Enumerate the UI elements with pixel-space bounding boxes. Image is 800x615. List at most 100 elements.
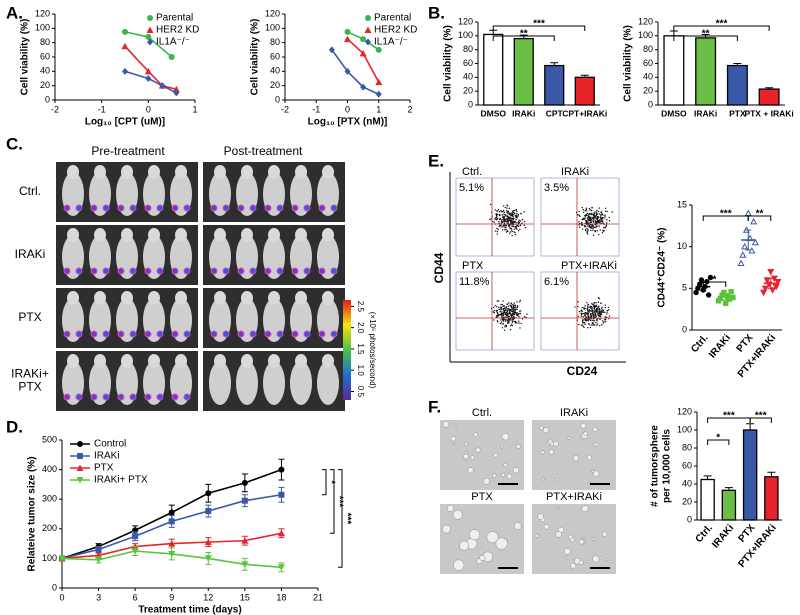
event-dot (583, 312, 585, 315)
event-dot (494, 218, 496, 220)
event-dot (504, 316, 506, 318)
event-dot (514, 212, 516, 215)
mouse (241, 228, 253, 242)
tumor-signal (210, 204, 218, 212)
event-dot (596, 324, 598, 326)
event-dot (597, 313, 600, 315)
event-dot (601, 213, 603, 215)
event-dot (596, 225, 599, 227)
event-dot (586, 307, 589, 309)
tumorsphere (483, 477, 490, 485)
tumor-signal (318, 204, 326, 212)
marker (145, 75, 152, 82)
significance-label: *** (755, 411, 767, 422)
event-dot (501, 211, 503, 213)
bar (663, 35, 685, 106)
bar (544, 64, 565, 106)
event-dot (591, 224, 594, 226)
event-dot (518, 312, 520, 315)
x-tick-label: 18 (276, 592, 286, 602)
event-dot (501, 327, 504, 329)
event-dot (505, 316, 508, 318)
x-tick-label: -2 (51, 104, 59, 114)
marker (168, 54, 175, 60)
event-dot (515, 209, 518, 211)
event-dot (523, 316, 526, 318)
event-dot (502, 308, 505, 310)
event-dot (587, 320, 590, 322)
panel-label: F. (428, 397, 441, 416)
event-dot (595, 226, 597, 229)
event-dot (508, 316, 510, 318)
event-dot (514, 209, 516, 212)
flow-plot-label: PTX (462, 260, 484, 272)
event-dot (511, 225, 513, 227)
y-tick-label: 20 (40, 80, 50, 90)
event-dot (599, 313, 601, 316)
event-dot (513, 313, 515, 316)
event-dot (496, 230, 499, 233)
event-dot (608, 216, 610, 219)
tumor-signal (264, 330, 272, 338)
event-dot (590, 227, 593, 229)
flow-plot-label: IRAKi (561, 166, 589, 178)
event-dot (593, 320, 596, 322)
marker (277, 529, 285, 537)
event-dot (598, 312, 601, 314)
event-dot (605, 313, 608, 315)
event-dot (583, 326, 585, 329)
flow-percent: 3.5% (544, 182, 569, 194)
x-tick-label: 0 (59, 592, 64, 602)
event-dot (520, 322, 522, 325)
event-dot (501, 308, 503, 310)
event-dot (604, 217, 606, 219)
event-dot (502, 209, 505, 212)
x-tick-label: 2 (407, 104, 412, 114)
event-dot (514, 310, 517, 312)
event-dot (503, 312, 505, 314)
event-dot (501, 323, 503, 325)
event-dot (501, 311, 503, 313)
tumorsphere (467, 467, 474, 474)
event-dot (509, 319, 511, 322)
event-dot (504, 225, 506, 227)
event-dot (592, 213, 595, 216)
x-tick-label: 21 (313, 592, 323, 602)
event-dot (500, 224, 502, 227)
event-dot (515, 218, 517, 221)
mouse (121, 291, 133, 305)
event-dot (604, 207, 607, 209)
event-dot (596, 221, 599, 223)
marker (741, 242, 749, 250)
tumorsphere (586, 454, 593, 461)
colorbar (343, 300, 351, 400)
event-dot (498, 213, 501, 216)
tumor-signal (75, 204, 83, 212)
event-dot (580, 314, 583, 316)
event-dot (593, 301, 596, 304)
event-dot (601, 309, 603, 311)
event-dot (591, 206, 593, 209)
event-dot (510, 227, 513, 230)
event-dot (588, 216, 591, 218)
significance-bracket (322, 469, 327, 496)
event-dot (582, 209, 585, 211)
event-dot (516, 210, 518, 213)
marker (772, 283, 780, 291)
event-dot (504, 220, 507, 223)
event-dot (496, 233, 499, 235)
microscopy-image (440, 504, 524, 574)
event-dot (500, 312, 503, 315)
event-dot (591, 213, 593, 215)
marker (95, 556, 103, 564)
event-dot (590, 316, 592, 318)
y-axis-label: Cell viability (%) (250, 19, 261, 96)
tumorsphere (463, 442, 468, 447)
tumor-signal (117, 330, 125, 338)
significance-label: *** (333, 496, 344, 508)
event-dot (524, 226, 527, 229)
tumor-signal (144, 267, 152, 275)
y-tick-label: 60 (40, 51, 50, 61)
marker (763, 277, 771, 284)
